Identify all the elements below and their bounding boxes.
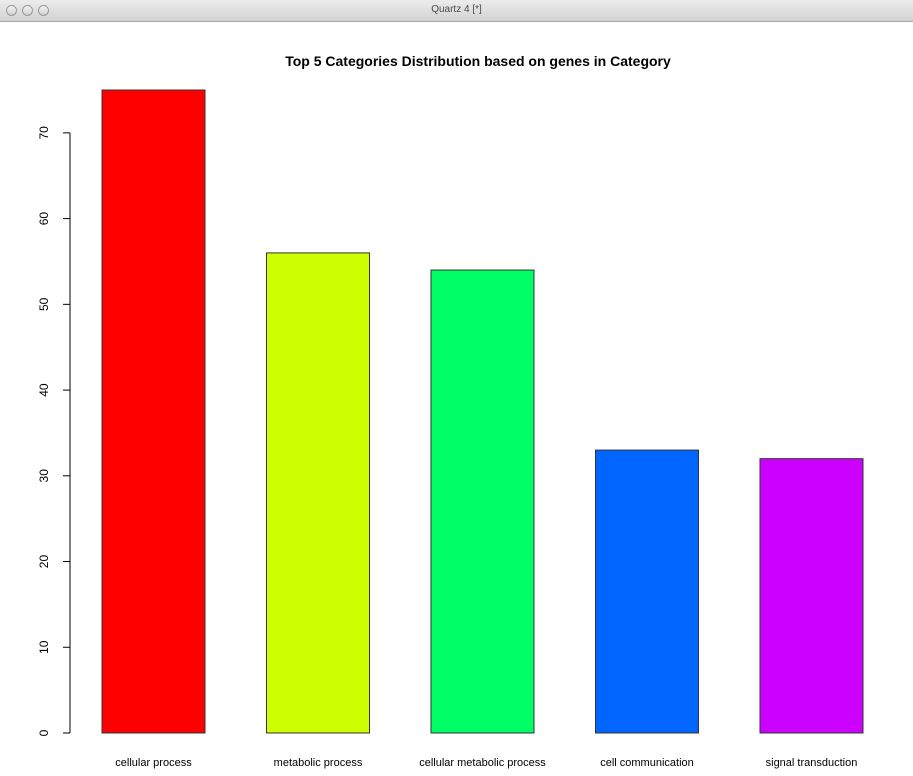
y-tick-label: 40 bbox=[37, 383, 51, 397]
bar-cellular-metabolic-process bbox=[430, 269, 535, 734]
y-axis: 0 10 20 30 40 50 60 70 bbox=[37, 126, 71, 736]
y-tick-label: 60 bbox=[37, 212, 51, 226]
chart-title: Top 5 Categories Distribution based on g… bbox=[285, 53, 671, 69]
plot-area: Top 5 Categories Distribution based on g… bbox=[0, 22, 913, 771]
bars-group bbox=[101, 89, 864, 734]
window-titlebar[interactable]: Quartz 4 [*] bbox=[0, 0, 913, 22]
x-category-label: cellular process bbox=[115, 757, 192, 769]
y-tick-label: 70 bbox=[37, 126, 51, 140]
bar-chart: Top 5 Categories Distribution based on g… bbox=[37, 53, 864, 769]
y-tick-label: 30 bbox=[37, 469, 51, 483]
bar-signal-transduction bbox=[759, 458, 864, 734]
bar-cell-communication bbox=[595, 449, 699, 734]
bar-cellular-process bbox=[101, 89, 206, 734]
minimize-window-button[interactable] bbox=[22, 5, 33, 16]
x-category-label: cellular metabolic process bbox=[419, 757, 546, 769]
y-tick-label: 0 bbox=[37, 729, 51, 736]
y-tick-label: 20 bbox=[37, 555, 51, 569]
x-category-label: metabolic process bbox=[274, 757, 363, 769]
x-axis-labels: cellular process metabolic process cellula… bbox=[115, 757, 857, 769]
window-title: Quartz 4 [*] bbox=[431, 4, 482, 15]
y-tick-label: 50 bbox=[37, 297, 51, 311]
zoom-window-button[interactable] bbox=[38, 5, 49, 16]
x-category-label: signal transduction bbox=[766, 757, 858, 769]
bar-metabolic-process bbox=[266, 252, 370, 734]
x-category-label: cell communication bbox=[600, 757, 694, 769]
y-tick-label: 10 bbox=[37, 640, 51, 654]
close-window-button[interactable] bbox=[6, 5, 17, 16]
